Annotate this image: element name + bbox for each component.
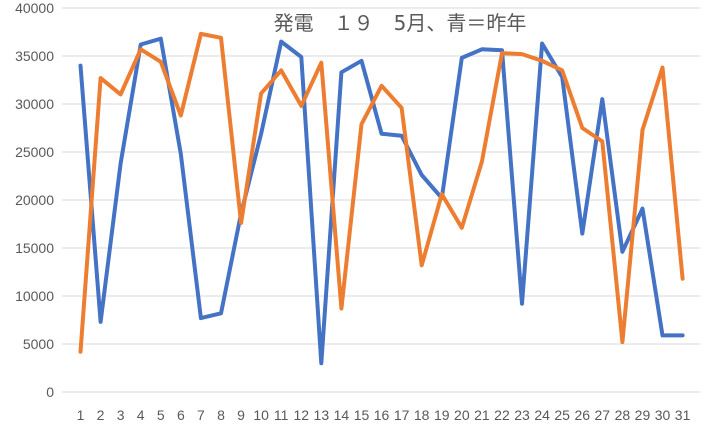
x-tick-label: 21 (474, 407, 490, 423)
x-tick-label: 30 (655, 407, 671, 423)
x-tick-label: 17 (394, 407, 410, 423)
x-tick-label: 25 (554, 407, 570, 423)
x-tick-label: 11 (274, 407, 289, 423)
x-tick-label: 7 (197, 407, 205, 423)
x-tick-label: 29 (635, 407, 651, 423)
x-tick-label: 24 (534, 407, 550, 423)
x-tick-label: 5 (157, 407, 165, 423)
x-tick-label: 27 (595, 407, 611, 423)
x-tick-label: 14 (334, 407, 350, 423)
series-line-1 (78, 36, 685, 366)
y-tick-label: 30000 (15, 96, 54, 112)
y-tick-label: 10000 (15, 288, 54, 304)
x-tick-label: 28 (615, 407, 631, 423)
x-tick-label: 13 (314, 407, 330, 423)
x-axis-tick-labels: 1 2 3 4 5 6 7 8 9 10 11 12 13 14 15 16 17 18 19 20 21 22 23 24 2… (77, 407, 691, 423)
x-tick-label: 22 (494, 407, 510, 423)
x-tick-label: 18 (414, 407, 430, 423)
x-tick-label: 23 (514, 407, 530, 423)
x-tick-label: 6 (177, 407, 185, 423)
y-tick-label: 40000 (15, 0, 54, 16)
series-lines (78, 31, 685, 366)
y-tick-label: 5000 (23, 336, 54, 352)
x-tick-label: 8 (217, 407, 225, 423)
x-tick-label: 2 (97, 407, 105, 423)
chart-title: 発電 １９ 5月、青＝昨年 (274, 11, 527, 35)
x-tick-label: 20 (454, 407, 470, 423)
x-tick-label: 10 (253, 407, 269, 423)
series-line-2 (78, 31, 685, 354)
x-tick-label: 4 (137, 407, 145, 423)
y-tick-label: 20000 (15, 192, 54, 208)
y-axis-tick-labels: 0 5000 10000 15000 20000 25000 30000 35000 40000 (15, 0, 54, 400)
gridlines (62, 7, 700, 393)
x-tick-label: 1 (77, 407, 85, 423)
x-tick-label: 16 (374, 407, 390, 423)
x-tick-label: 31 (675, 407, 691, 423)
x-tick-label: 3 (117, 407, 125, 423)
y-tick-label: 25000 (15, 144, 54, 160)
x-tick-label: 19 (434, 407, 450, 423)
x-tick-label: 12 (293, 407, 309, 423)
x-tick-label: 15 (354, 407, 370, 423)
x-tick-label: 9 (237, 407, 245, 423)
x-tick-label: 26 (574, 407, 590, 423)
y-tick-label: 0 (46, 384, 54, 400)
y-tick-label: 35000 (15, 48, 54, 64)
y-tick-label: 15000 (15, 240, 54, 256)
